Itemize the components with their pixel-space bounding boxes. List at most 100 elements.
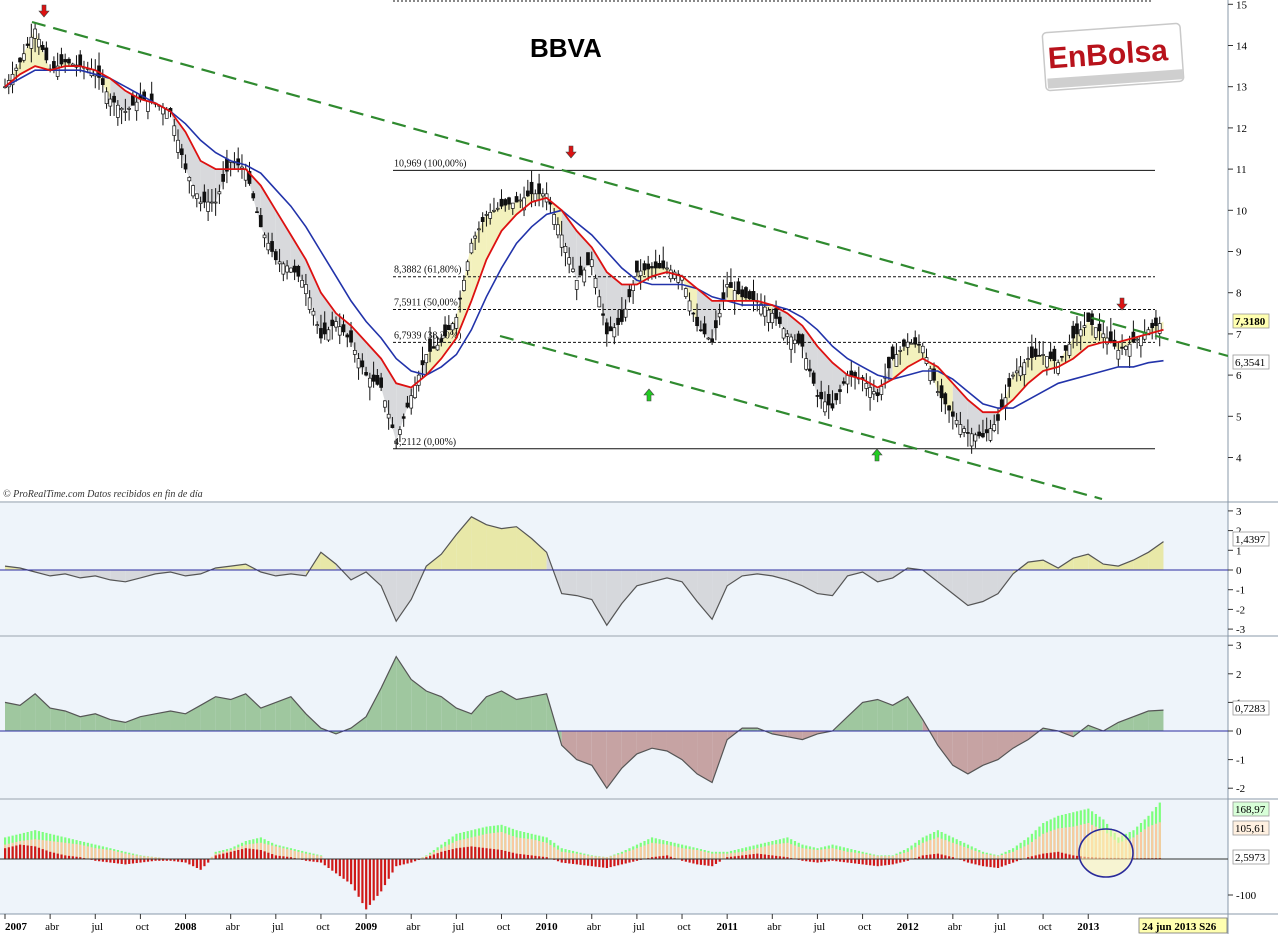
price-bar-body bbox=[450, 323, 455, 331]
price-bar-body bbox=[285, 265, 289, 273]
price-bar-body bbox=[206, 201, 210, 212]
vol-bar-red bbox=[933, 854, 936, 859]
osc2-area-11 bbox=[170, 710, 186, 731]
price-bar-body bbox=[394, 440, 399, 443]
vol-bar-peach bbox=[714, 853, 718, 859]
vol-bar-peach bbox=[681, 848, 684, 859]
osc1-area-46 bbox=[697, 570, 713, 620]
price-bar-body bbox=[714, 320, 718, 329]
vol-bar-red bbox=[917, 856, 921, 859]
price-bar-body bbox=[1018, 366, 1023, 377]
price-bar-body bbox=[349, 330, 353, 343]
price-bar-body bbox=[1154, 317, 1158, 327]
price-bar-body bbox=[67, 58, 71, 64]
vol-bar-peach bbox=[154, 857, 157, 859]
vol-bar-peach bbox=[696, 850, 699, 859]
price-bar-body bbox=[781, 328, 786, 339]
price-bar-body bbox=[958, 424, 963, 435]
vol-bar-peach bbox=[831, 848, 834, 859]
price-bar-body bbox=[221, 174, 226, 182]
vol-bar-red bbox=[19, 844, 22, 859]
vol-bar-red bbox=[508, 851, 511, 859]
price-tick-label-7: 11 bbox=[1236, 164, 1247, 176]
vol-bar-peach bbox=[82, 845, 86, 859]
osc1-area-55 bbox=[832, 570, 848, 596]
price-bar-body bbox=[1139, 335, 1143, 347]
chart-title: BBVA bbox=[530, 33, 602, 63]
vol-bar-peach bbox=[150, 856, 153, 859]
price-bar-body bbox=[258, 215, 263, 228]
price-bar-body bbox=[100, 78, 105, 85]
vol-bar-red bbox=[534, 855, 537, 859]
price-bar-body bbox=[507, 197, 511, 205]
vol-bar-red bbox=[368, 859, 372, 905]
vol-bar-red bbox=[432, 854, 435, 859]
osc1-tick-label-1: 2 bbox=[1236, 526, 1242, 538]
vol-bar-red bbox=[632, 859, 635, 862]
vol-bar-peach bbox=[767, 845, 770, 859]
price-bar-body bbox=[875, 392, 880, 397]
price-bar-body bbox=[255, 211, 259, 214]
fast-ma-line bbox=[4, 65, 1164, 414]
vol-bar-peach bbox=[677, 847, 680, 859]
price-bar-body bbox=[589, 259, 594, 267]
vol-bar-peach bbox=[1057, 828, 1060, 859]
vol-bar-peach bbox=[71, 843, 74, 859]
vol-bar-red bbox=[71, 856, 74, 859]
osc1-area-4 bbox=[65, 570, 81, 578]
vol-bar-red bbox=[801, 859, 804, 861]
price-bar-body bbox=[420, 360, 425, 366]
osc2-area-7 bbox=[110, 719, 126, 731]
osc1-area-40 bbox=[606, 570, 622, 626]
vol-bar-peach bbox=[297, 851, 300, 859]
price-bar-body bbox=[804, 358, 808, 370]
price-bar-body bbox=[608, 326, 613, 332]
price-bar-body bbox=[492, 209, 496, 212]
vol-bar-red bbox=[820, 859, 823, 863]
price-bar-body bbox=[131, 95, 135, 106]
vol-bar-red bbox=[143, 859, 146, 863]
price-bar-body bbox=[33, 28, 37, 39]
vol-value-label-1: 168,97 bbox=[1235, 804, 1266, 816]
price-bar-body bbox=[1150, 322, 1155, 329]
vol-bar-red bbox=[199, 859, 202, 870]
osc1-area-72 bbox=[1088, 554, 1104, 570]
vol-bar-peach bbox=[684, 848, 687, 859]
osc2-tick-label-5: -2 bbox=[1236, 783, 1245, 795]
vol-bar-peach bbox=[662, 844, 665, 859]
osc1-tick-label-0: 3 bbox=[1236, 506, 1242, 518]
price-bar-body bbox=[390, 424, 395, 428]
osc2-area-65 bbox=[982, 731, 998, 766]
vol-bar-peach bbox=[319, 856, 323, 859]
vol-bar-red bbox=[327, 859, 330, 868]
vol-bar-red bbox=[319, 859, 323, 863]
osc2-area-19 bbox=[290, 696, 306, 731]
vol-bar-peach bbox=[876, 856, 879, 859]
vol-bar-peach bbox=[496, 832, 499, 859]
vol-bar-peach bbox=[914, 847, 917, 859]
vol-bar-peach bbox=[805, 848, 808, 859]
vol-bar-peach bbox=[45, 840, 48, 859]
ma-value-label: 6,3541 bbox=[1235, 357, 1265, 369]
vol-bar-red bbox=[850, 859, 853, 864]
price-bar-body bbox=[277, 261, 282, 265]
vol-bar-peach bbox=[778, 843, 782, 859]
price-bar-body bbox=[210, 201, 214, 204]
osc2-area-28 bbox=[426, 690, 442, 731]
price-bar-body bbox=[44, 47, 49, 61]
vol-bar-peach bbox=[1147, 826, 1150, 859]
osc2-area-75 bbox=[1133, 710, 1149, 731]
vol-bar-peach bbox=[699, 850, 703, 859]
price-bar-body bbox=[977, 431, 982, 437]
vol-bar-peach bbox=[286, 849, 289, 859]
vol-bar-peach bbox=[865, 854, 868, 859]
price-bar-body bbox=[356, 358, 361, 369]
price-bar-body bbox=[352, 350, 357, 355]
osc2-area-27 bbox=[411, 679, 427, 731]
price-bar-body bbox=[443, 324, 447, 337]
vol-bar-peach bbox=[993, 855, 996, 859]
vol-bar-peach bbox=[98, 848, 101, 859]
price-bar-body bbox=[70, 63, 75, 66]
price-bar-body bbox=[909, 342, 914, 345]
price-bar-body bbox=[695, 316, 699, 327]
